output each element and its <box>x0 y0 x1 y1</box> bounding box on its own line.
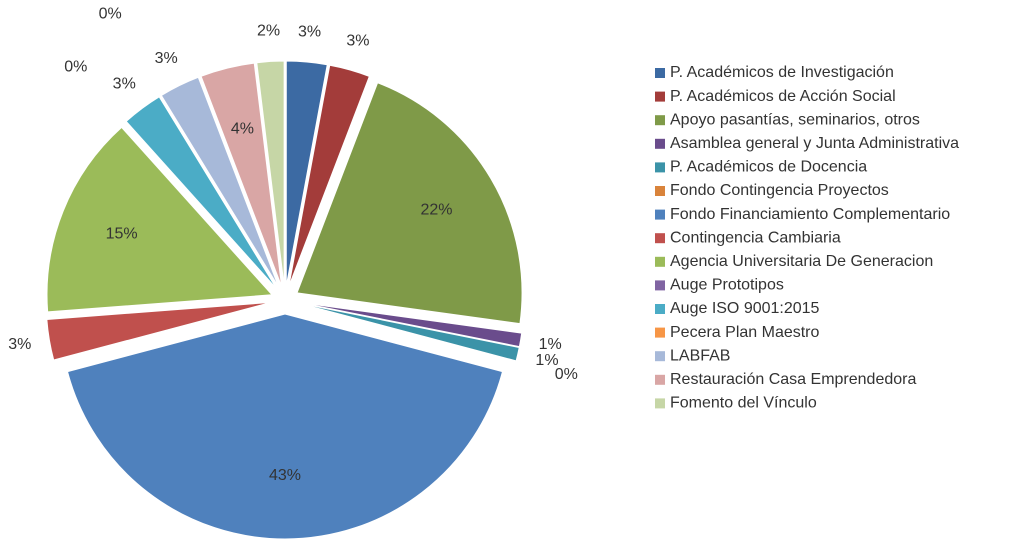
data-label: 0% <box>64 58 87 75</box>
pie-slice <box>125 96 278 290</box>
legend-swatch <box>655 186 665 196</box>
legend-label: Apoyo pasantías, seminarios, otros <box>670 111 920 128</box>
pie-slice <box>296 82 523 325</box>
legend-swatch <box>655 138 665 149</box>
legend-swatch <box>655 162 665 173</box>
pie-slice <box>66 313 504 540</box>
legend-label: Restauración Casa Emprendedora <box>670 371 916 388</box>
pie-slice <box>256 60 285 287</box>
legend-swatch <box>655 209 665 220</box>
legend-swatch <box>655 351 665 362</box>
legend-swatch <box>655 68 665 78</box>
pie-slice <box>200 62 283 287</box>
legend-label: P. Académicos de Docencia <box>670 159 867 176</box>
data-label: 4% <box>231 120 254 137</box>
legend-label: Auge Prototipos <box>670 277 784 294</box>
pie-slice <box>298 301 523 348</box>
legend-swatch <box>655 91 665 102</box>
pie-slice <box>288 64 370 287</box>
data-label: 3% <box>298 23 321 40</box>
data-label: 0% <box>555 366 578 383</box>
legend-label: P. Académicos de Acción Social <box>670 88 896 105</box>
data-label: 15% <box>106 226 138 243</box>
legend-label: Agencia Universitaria De Generacion <box>670 253 933 270</box>
legend-label: Auge ISO 9001:2015 <box>670 300 820 317</box>
pie-slice <box>46 301 272 361</box>
data-label: 1% <box>539 336 562 353</box>
legend-label: Contingencia Cambiaria <box>670 229 841 246</box>
legend-swatch <box>655 327 665 338</box>
legend-label: Fondo Financiamiento Complementario <box>670 206 950 223</box>
legend-label: P. Académicos de Investigación <box>670 64 894 81</box>
legend-swatch <box>655 233 665 244</box>
data-label: 0% <box>99 5 122 22</box>
legend-label: LABFAB <box>670 347 730 364</box>
legend-label: Fomento del Vínculo <box>670 395 817 412</box>
legend-swatch <box>655 115 665 126</box>
legend-swatch <box>655 280 665 291</box>
legend-label: Asamblea general y Junta Administrativa <box>670 135 959 152</box>
legend-swatch <box>655 374 665 385</box>
data-label: 2% <box>257 23 280 40</box>
data-label: 1% <box>535 352 558 369</box>
data-label: 3% <box>346 32 369 49</box>
legend-swatch <box>655 398 665 409</box>
legend-label: Pecera Plan Maestro <box>670 324 820 341</box>
pie-slice <box>46 126 274 313</box>
data-label: 43% <box>269 467 301 484</box>
data-label: 3% <box>8 336 31 353</box>
data-label: 3% <box>155 50 178 67</box>
legend-swatch <box>655 256 665 267</box>
pie-slice <box>160 76 280 288</box>
data-label: 22% <box>421 202 453 219</box>
pie-slice <box>285 60 328 287</box>
data-label: 3% <box>113 76 136 93</box>
legend-label: Fondo Contingencia Proyectos <box>670 182 889 199</box>
legend-swatch <box>655 304 665 314</box>
